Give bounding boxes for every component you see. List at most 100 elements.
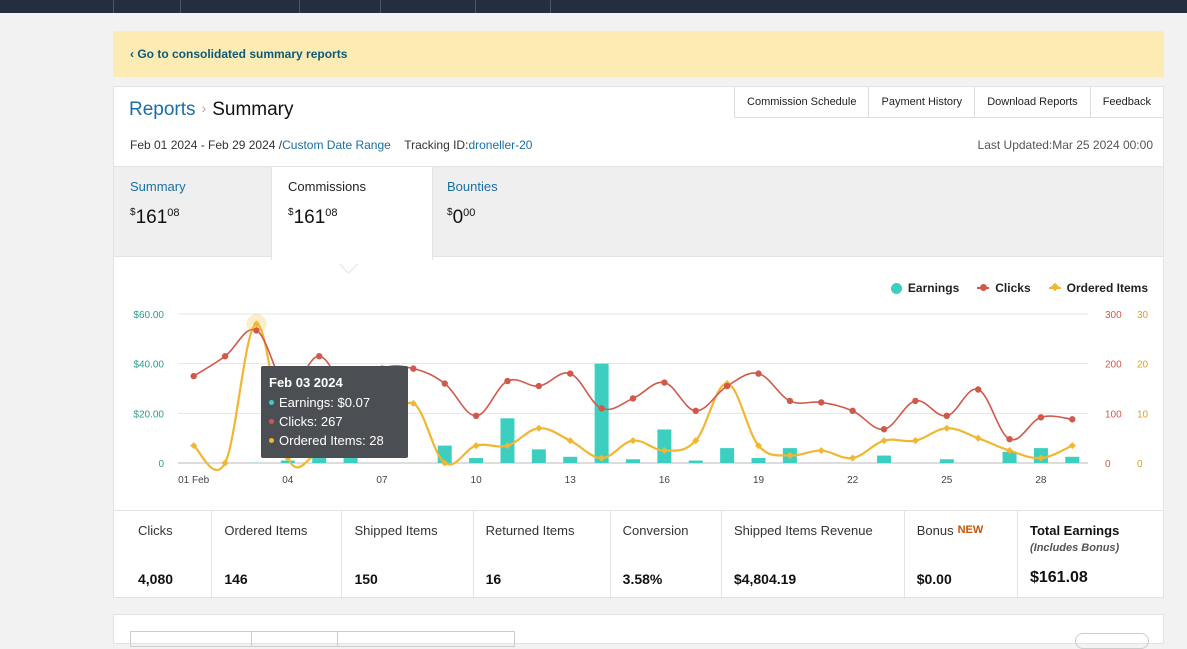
clicks-point: [316, 353, 322, 359]
stat-value: $161.08: [1030, 569, 1088, 587]
x-tick-label: 01 Feb: [178, 475, 210, 486]
nav-divider: [299, 0, 300, 13]
clicks-point: [818, 399, 824, 405]
amount-cents: 00: [463, 207, 475, 219]
tooltip-clicks: Clicks: 267: [279, 414, 343, 429]
earnings-tabs: Summary $16108 Commissions $16108 Bounti…: [114, 166, 1163, 257]
details-tab[interactable]: [338, 632, 514, 646]
stat-label: Clicks: [138, 523, 173, 538]
currency-symbol: $: [130, 207, 136, 218]
amount-whole: 0: [453, 207, 464, 228]
chart-legend: Earnings Clicks Ordered Items: [873, 281, 1148, 295]
x-tick-label: 28: [1035, 475, 1047, 486]
stat-label: Returned Items: [486, 523, 575, 538]
legend-clicks[interactable]: Clicks: [977, 281, 1030, 295]
legend-clicks-label: Clicks: [995, 281, 1030, 295]
tooltip-date: Feb 03 2024: [269, 375, 400, 390]
legend-ordered-items[interactable]: Ordered Items: [1049, 281, 1148, 295]
breadcrumb-chevron-icon: ›: [202, 100, 207, 116]
y-ordered-tick-label: 10: [1137, 409, 1149, 420]
nav-divider: [550, 0, 551, 13]
new-badge: NEW: [958, 524, 984, 536]
legend-earnings[interactable]: Earnings: [891, 281, 959, 295]
stat-value: $4,804.19: [734, 571, 796, 587]
y-left-tick-label: $60.00: [133, 310, 164, 321]
details-card: [113, 614, 1164, 644]
ordered-bullet-icon: [269, 438, 274, 443]
stat-label: Total Earnings: [1030, 523, 1119, 538]
y-clicks-tick-label: 100: [1105, 409, 1122, 420]
clicks-point: [944, 413, 950, 419]
clicks-point: [190, 373, 196, 379]
summary-tab[interactable]: Summary $16108: [114, 167, 271, 256]
clicks-point: [693, 408, 699, 414]
earnings-bar: [312, 458, 326, 463]
y-clicks-tick-label: 0: [1105, 459, 1111, 470]
stat-value: 4,080: [138, 571, 173, 587]
clicks-point: [881, 426, 887, 432]
tooltip-ordered: Ordered Items: 28: [279, 433, 384, 448]
consolidated-summary-link[interactable]: ‹ Go to consolidated summary reports: [130, 47, 347, 61]
clicks-point: [975, 386, 981, 392]
y-left-tick-label: 0: [158, 459, 164, 470]
ordered-items-point: [473, 442, 480, 449]
x-tick-label: 07: [376, 475, 388, 486]
commission-schedule-tab[interactable]: Commission Schedule: [735, 87, 869, 117]
stat-total-earnings: Total Earnings (Includes Bonus) $161.08: [1018, 511, 1163, 599]
y-clicks-tick-label: 300: [1105, 310, 1122, 321]
clicks-point: [787, 398, 793, 404]
feedback-tab[interactable]: Feedback: [1091, 87, 1163, 117]
amount-cents: 08: [167, 207, 179, 219]
earnings-bar: [877, 456, 891, 463]
bonus-label: Bonus: [917, 523, 954, 538]
earnings-bar: [626, 459, 640, 463]
clicks-point: [1006, 436, 1012, 442]
payment-history-tab[interactable]: Payment History: [869, 87, 975, 117]
ordered-items-point: [535, 425, 542, 432]
commissions-tab[interactable]: Commissions $16108: [271, 167, 433, 260]
earnings-bar: [532, 449, 546, 463]
chart-tooltip: Feb 03 2024 Earnings: $0.07 Clicks: 267 …: [261, 366, 408, 458]
earnings-bullet-icon: [269, 400, 274, 405]
details-button[interactable]: [1075, 633, 1149, 649]
tooltip-earnings-row: Earnings: $0.07: [269, 393, 400, 412]
clicks-point: [442, 380, 448, 386]
y-ordered-tick-label: 0: [1137, 459, 1143, 470]
ordered-items-point: [849, 454, 856, 461]
earnings-bar: [595, 364, 609, 463]
download-reports-tab[interactable]: Download Reports: [975, 87, 1091, 117]
clicks-point: [410, 365, 416, 371]
ordered-items-point: [943, 425, 950, 432]
y-clicks-tick-label: 200: [1105, 360, 1122, 371]
breadcrumb-reports-link[interactable]: Reports: [129, 99, 196, 120]
stat-sublabel: (Includes Bonus): [1030, 542, 1119, 554]
breadcrumb: Reports›Summary: [129, 99, 294, 121]
date-range-text: Feb 01 2024 - Feb 29 2024 /: [130, 138, 282, 152]
ordered-marker-icon: [1049, 287, 1061, 289]
details-tab[interactable]: [131, 632, 252, 646]
details-tab[interactable]: [252, 632, 338, 646]
tracking-id-selector[interactable]: droneller-20: [468, 138, 532, 152]
x-tick-label: 19: [753, 475, 765, 486]
earnings-bar: [469, 458, 483, 463]
tracking-id-label: Tracking ID:: [404, 138, 468, 152]
stat-value: 150: [354, 571, 377, 587]
report-links: Commission Schedule Payment History Down…: [734, 87, 1163, 118]
clicks-marker-icon: [977, 287, 989, 289]
stat-value: 3.58%: [623, 571, 663, 587]
bounties-tab[interactable]: Bounties $000: [431, 167, 591, 256]
ordered-items-point: [1069, 442, 1076, 449]
top-navigation-bar: [0, 0, 1187, 13]
clicks-point: [661, 379, 667, 385]
y-left-tick-label: $20.00: [133, 409, 164, 420]
ordered-items-point: [629, 437, 636, 444]
custom-date-range-link[interactable]: Custom Date Range: [282, 138, 391, 152]
commissions-amount: $16108: [288, 207, 338, 229]
y-ordered-tick-label: 20: [1137, 360, 1149, 371]
